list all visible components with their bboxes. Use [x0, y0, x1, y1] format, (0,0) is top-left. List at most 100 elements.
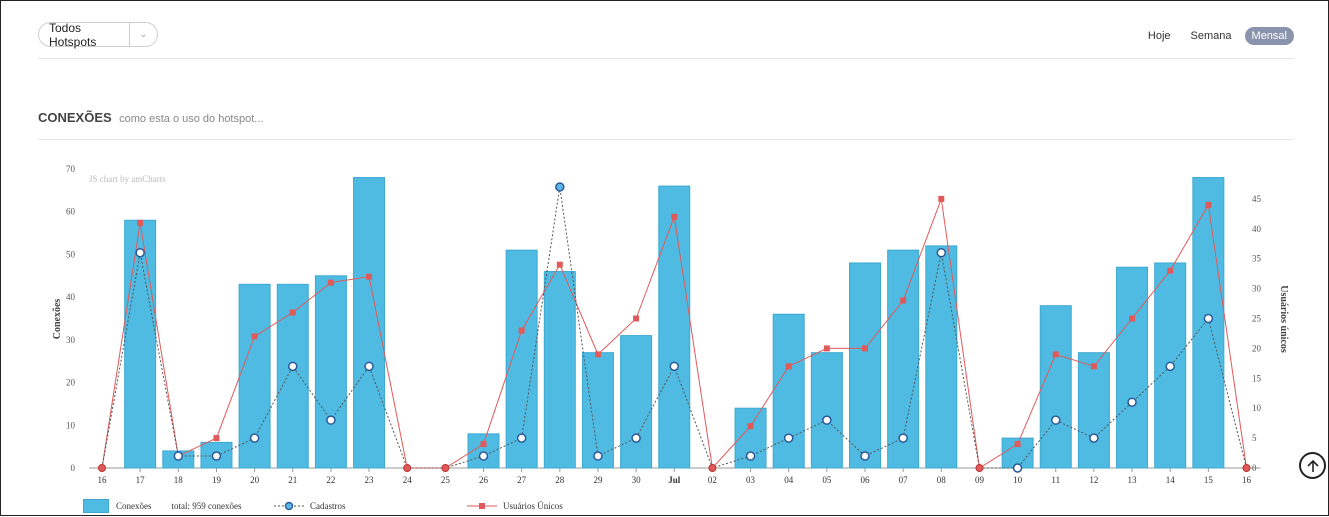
- y-tick-label-right: 40: [1252, 224, 1262, 234]
- scroll-to-top-button[interactable]: [1299, 452, 1326, 479]
- bar-conexoes: [1001, 437, 1034, 469]
- point-usuarios-unicos: [137, 219, 144, 226]
- x-tick-label: 21: [288, 475, 297, 485]
- point-usuarios-unicos: [441, 464, 450, 472]
- bar-conexoes: [810, 352, 843, 469]
- point-cadastros: [173, 451, 184, 461]
- bar-conexoes: [887, 249, 920, 469]
- x-tick-label: 24: [403, 475, 413, 485]
- x-tick-label: 12: [1089, 475, 1098, 485]
- point-cadastros: [1203, 313, 1214, 324]
- x-tick-label: 16: [1242, 475, 1252, 485]
- point-usuarios-unicos: [708, 464, 717, 472]
- point-cadastros: [364, 361, 374, 372]
- point-usuarios-unicos: [785, 363, 792, 370]
- hotspot-select-label: Todos Hotspots: [49, 20, 97, 49]
- point-usuarios-unicos: [1205, 201, 1212, 208]
- legend-item-usuarios-unicos[interactable]: Usuários Únicos: [467, 497, 563, 515]
- y-axis-title-left: Conexões: [52, 299, 63, 340]
- point-usuarios-unicos: [251, 333, 258, 340]
- y-tick-label-left: 60: [66, 207, 76, 217]
- point-usuarios-unicos: [862, 345, 868, 352]
- point-cadastros: [898, 433, 908, 443]
- section-title: CONEXÕES: [38, 110, 112, 125]
- y-tick-label-right: 30: [1252, 284, 1262, 294]
- period-tabs: Hoje Semana Mensal: [1141, 27, 1294, 45]
- x-tick-label: 26: [479, 475, 489, 485]
- x-tick-label: 16: [98, 475, 108, 485]
- legend-label-usuarios-unicos: Usuários Únicos: [503, 501, 563, 511]
- bar-conexoes: [1116, 266, 1149, 469]
- legend-item-cadastros[interactable]: Cadastros: [274, 497, 346, 515]
- y-tick-label-right: 25: [1252, 314, 1262, 324]
- point-cadastros: [555, 182, 565, 192]
- y-tick-label-right: 10: [1252, 403, 1262, 413]
- x-tick-label: 30: [632, 475, 642, 485]
- y-tick-label-right: 20: [1252, 343, 1262, 353]
- legend-swatch-usuarios-unicos: [467, 503, 497, 509]
- x-tick-label: 03: [746, 475, 756, 485]
- y-tick-label-left: 50: [66, 249, 76, 259]
- point-usuarios-unicos: [213, 435, 220, 442]
- point-cadastros: [135, 247, 145, 258]
- point-cadastros: [936, 247, 947, 258]
- x-tick-label: 25: [441, 475, 451, 485]
- point-usuarios-unicos: [289, 309, 296, 316]
- point-cadastros: [1089, 433, 1099, 443]
- y-tick-label-right: 5: [1252, 433, 1257, 443]
- point-usuarios-unicos: [556, 261, 563, 268]
- hotspot-select[interactable]: Todos Hotspots ⌄: [38, 20, 158, 49]
- point-cadastros: [478, 451, 489, 461]
- bar-conexoes: [1039, 305, 1072, 469]
- section-subtitle: como esta o uso do hotspot...: [119, 113, 264, 125]
- x-tick-label: 29: [593, 475, 603, 485]
- y-tick-label-right: 45: [1252, 194, 1262, 204]
- chevron-down-icon[interactable]: ⌄: [129, 23, 157, 46]
- x-tick-label: 10: [1013, 475, 1023, 485]
- y-tick-label-right: 15: [1252, 373, 1262, 383]
- point-cadastros: [1165, 361, 1175, 372]
- point-usuarios-unicos: [633, 315, 640, 322]
- point-usuarios-unicos: [747, 423, 754, 430]
- point-cadastros: [288, 361, 298, 372]
- bar-conexoes: [658, 185, 691, 469]
- y-tick-label-left: 0: [71, 463, 76, 473]
- y-tick-label-right: 35: [1252, 254, 1262, 264]
- bar-conexoes: [353, 177, 386, 469]
- point-cadastros: [326, 415, 336, 425]
- bar-conexoes: [543, 271, 576, 469]
- legend-swatch-cadastros: [274, 501, 304, 511]
- x-tick-label: 19: [212, 475, 222, 485]
- bar-conexoes: [581, 352, 614, 469]
- point-usuarios-unicos: [98, 464, 106, 472]
- bar-conexoes: [620, 335, 653, 469]
- point-cadastros: [669, 361, 679, 372]
- y-tick-label-left: 30: [66, 335, 76, 345]
- tab-semana[interactable]: Semana: [1190, 30, 1232, 42]
- y-axis-title-right: Usuários únicos: [1278, 285, 1289, 353]
- point-usuarios-unicos: [366, 273, 373, 280]
- point-usuarios-unicos: [1129, 315, 1136, 322]
- legend-label-conexoes: Conexões: [116, 501, 152, 511]
- x-tick-label: 11: [1051, 475, 1060, 485]
- bar-conexoes: [1077, 352, 1110, 469]
- chart-legend: Conexões total: 959 conexões Cadastros U…: [1, 497, 1329, 517]
- point-usuarios-unicos: [594, 351, 601, 358]
- point-usuarios-unicos: [1090, 363, 1097, 370]
- x-tick-label: 04: [784, 475, 794, 485]
- legend-item-conexoes[interactable]: Conexões total: 959 conexões: [83, 497, 241, 515]
- x-tick-label: 13: [1128, 475, 1138, 485]
- point-usuarios-unicos: [518, 327, 525, 334]
- bar-conexoes: [772, 313, 805, 469]
- point-cadastros: [211, 451, 222, 461]
- x-tick-label: Jul: [668, 475, 681, 485]
- x-tick-label: 02: [708, 475, 717, 485]
- tab-hoje[interactable]: Hoje: [1147, 30, 1171, 42]
- point-cadastros: [1051, 415, 1061, 425]
- chart-credit: JS chart by amCharts: [89, 174, 166, 184]
- legend-swatch-conexoes: [83, 499, 109, 513]
- point-cadastros: [783, 433, 794, 443]
- x-tick-label: 08: [937, 475, 947, 485]
- point-cadastros: [860, 451, 870, 461]
- tab-mensal[interactable]: Mensal: [1244, 27, 1294, 45]
